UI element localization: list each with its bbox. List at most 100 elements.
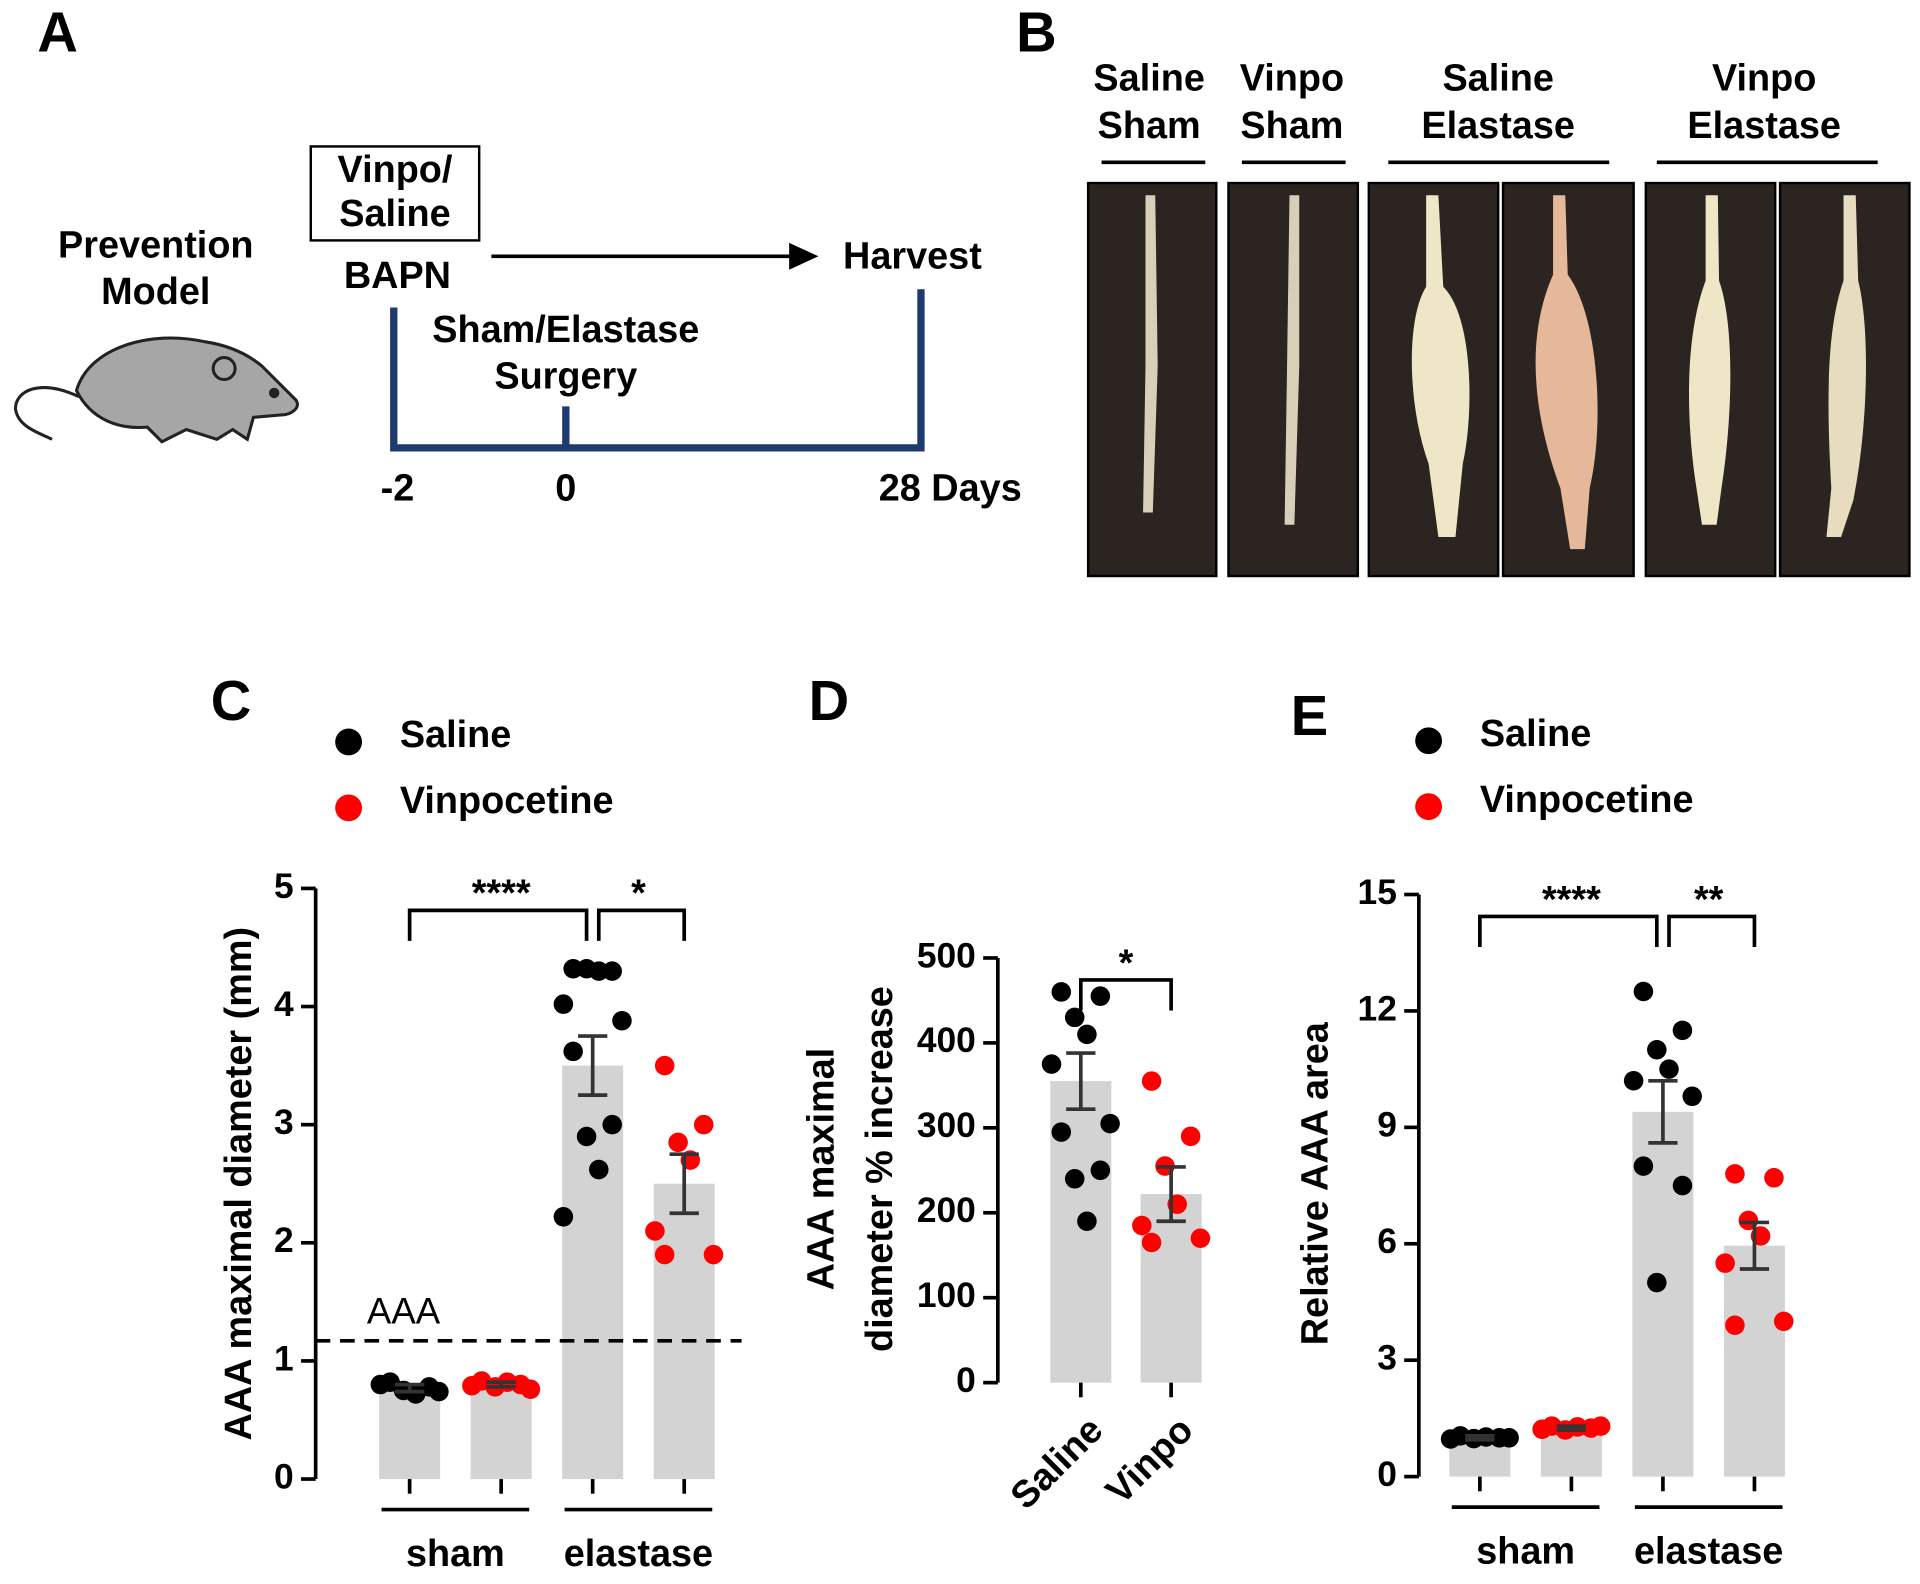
- data-point: [1077, 1211, 1097, 1232]
- group-label: Sham: [1098, 105, 1201, 147]
- data-point: [654, 1055, 675, 1076]
- panel-label: E: [1291, 684, 1328, 747]
- timeline: [390, 289, 925, 452]
- data-point: [1141, 1071, 1162, 1091]
- data-point: [1672, 1175, 1693, 1196]
- data-point: [462, 1375, 482, 1396]
- group-label: Vinpo: [1240, 58, 1344, 100]
- significance-bracket: [1667, 914, 1757, 947]
- significance-label: ****: [1542, 879, 1601, 921]
- x-tick-label: elastase: [1634, 1530, 1783, 1572]
- data-point: [1623, 1071, 1644, 1091]
- data-point: [654, 1244, 675, 1265]
- error-bar: [1066, 1051, 1096, 1111]
- y-tick-label: 5: [274, 867, 294, 906]
- significance-bracket: [407, 908, 589, 941]
- data-point: [1440, 1429, 1461, 1449]
- legend-marker: [1415, 727, 1443, 755]
- data-point: [1041, 1054, 1062, 1074]
- box-text: Saline: [339, 193, 450, 235]
- data-point: [429, 1381, 449, 1402]
- panel-label: C: [211, 669, 252, 732]
- data-point: [1725, 1164, 1745, 1184]
- error-bar: [578, 1034, 608, 1097]
- threshold-label: AAA: [367, 1291, 441, 1332]
- data-point: [1090, 986, 1111, 1006]
- x-tick-label: sham: [1476, 1530, 1575, 1572]
- data-point: [1051, 1122, 1072, 1142]
- data-point: [1633, 1156, 1654, 1176]
- data-point: [589, 961, 609, 981]
- data-point: [520, 1379, 541, 1400]
- data-point: [602, 1114, 622, 1135]
- y-tick-label: 4: [274, 985, 294, 1024]
- panel-label: B: [1016, 0, 1057, 63]
- data-point: [1499, 1428, 1519, 1448]
- timeline-label: 28 Days: [879, 468, 1022, 510]
- model-title: Model: [101, 271, 210, 313]
- y-tick-label: 15: [1358, 873, 1397, 912]
- error-bar: [394, 1382, 425, 1394]
- data-point: [693, 1114, 714, 1135]
- legend-marker: [335, 794, 363, 822]
- bar: [470, 1384, 532, 1480]
- bar: [1723, 1245, 1785, 1477]
- data-point: [645, 1221, 665, 1241]
- error-bar: [1156, 1165, 1186, 1224]
- x-tick-label: Saline: [1003, 1409, 1111, 1517]
- y-tick-label: 1: [274, 1339, 294, 1378]
- data-point: [703, 1244, 724, 1265]
- data-point: [1647, 1272, 1667, 1293]
- significance-label: **: [1694, 879, 1724, 921]
- data-point: [553, 1207, 574, 1227]
- data-point: [370, 1374, 391, 1395]
- group-label: Elastase: [1687, 105, 1841, 147]
- data-point: [1064, 1169, 1085, 1189]
- data-point: [1672, 1020, 1693, 1041]
- y-tick-label: 3: [1377, 1339, 1397, 1378]
- data-point: [1090, 1160, 1111, 1181]
- data-point: [589, 1159, 609, 1180]
- legend-label: Vinpocetine: [400, 780, 614, 822]
- mouse-icon: [13, 336, 299, 444]
- significance-label: *: [631, 873, 646, 915]
- data-point: [1051, 982, 1072, 1002]
- timeline-label: 0: [555, 468, 576, 510]
- y-tick-label: 0: [274, 1457, 294, 1496]
- y-tick-label: 400: [917, 1021, 976, 1060]
- group-label: Elastase: [1421, 105, 1575, 147]
- y-axis-label: Relative AAA area: [1295, 1021, 1337, 1345]
- start-label: BAPN: [344, 255, 451, 297]
- error-bar: [1556, 1424, 1587, 1432]
- y-axis-label: diameter % increase: [859, 986, 901, 1352]
- data-point: [563, 1041, 583, 1062]
- x-tick-label: sham: [406, 1533, 505, 1575]
- x-tick-label: Vinpo: [1098, 1409, 1202, 1513]
- data-point: [1633, 981, 1654, 1002]
- timeline-label: -2: [381, 468, 415, 510]
- treatment-box: [309, 145, 481, 242]
- significance-label: ****: [472, 873, 531, 915]
- legend-label: Saline: [400, 714, 511, 756]
- group-label: Saline: [1442, 58, 1553, 100]
- error-bar: [669, 1152, 699, 1216]
- data-point: [1659, 1059, 1679, 1079]
- legend-label: Saline: [1480, 713, 1591, 755]
- bar: [379, 1388, 441, 1480]
- arrow-head: [789, 242, 819, 270]
- y-tick-label: 500: [917, 936, 976, 975]
- x-tick-label: elastase: [564, 1533, 713, 1575]
- significance-label: *: [1119, 942, 1134, 984]
- legend-label: Vinpocetine: [1480, 779, 1694, 821]
- y-axis-label: AAA maximal: [800, 1048, 842, 1290]
- data-point: [1077, 1024, 1097, 1045]
- y-tick-label: 2: [274, 1221, 294, 1260]
- data-point: [1141, 1232, 1162, 1253]
- data-point: [1132, 1215, 1152, 1236]
- legend-marker: [1415, 793, 1443, 821]
- error-bar: [1739, 1220, 1770, 1271]
- legend-marker: [335, 728, 363, 756]
- y-tick-label: 3: [274, 1103, 294, 1142]
